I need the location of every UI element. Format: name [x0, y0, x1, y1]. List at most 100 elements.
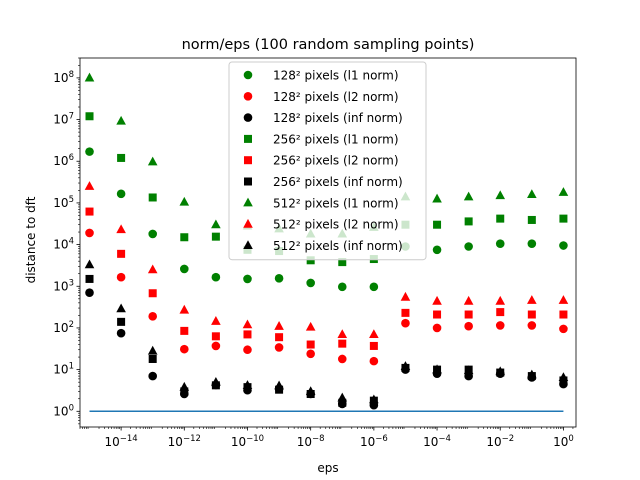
data-point [337, 282, 347, 292]
y-tick-label: 104 [53, 237, 74, 252]
data-point [242, 380, 253, 389]
legend-box [228, 61, 427, 261]
data-point [211, 376, 221, 386]
data-point [306, 349, 315, 359]
data-point [369, 329, 379, 339]
data-point [495, 366, 506, 376]
data-point [180, 233, 189, 242]
x-tick-label: 100 [553, 434, 574, 449]
data-point [243, 345, 252, 355]
data-point [274, 380, 284, 390]
data-point [495, 295, 506, 305]
data-point [338, 398, 347, 407]
x-tick-label: 10−8 [297, 434, 325, 449]
data-point [116, 303, 126, 313]
data-point [369, 356, 379, 366]
data-point [401, 308, 410, 317]
data-point [274, 321, 284, 330]
data-point [242, 319, 253, 329]
data-point [85, 274, 94, 283]
x-tick-label: 10−14 [104, 434, 137, 449]
data-point [432, 323, 442, 333]
legend-marker [243, 240, 253, 249]
legend-marker [243, 113, 253, 122]
legend-label: 128² pixels (inf norm) [273, 111, 403, 125]
data-point [116, 189, 126, 199]
chart-title: norm/eps (100 random sampling points) [182, 37, 475, 53]
data-point [116, 115, 126, 125]
data-point [338, 258, 347, 267]
y-tick-label: 108 [53, 70, 74, 85]
data-point [337, 354, 347, 364]
data-point [179, 264, 189, 274]
axes: 10−14 10−12 10−10 10−8 10−6 10−4 10−2 100 100 101… [53, 57, 577, 449]
data-point [306, 256, 315, 265]
data-point [464, 217, 473, 226]
data-point [85, 207, 94, 216]
legend-label: 256² pixels (l2 norm) [273, 154, 399, 168]
data-point [337, 392, 348, 402]
data-point [84, 181, 95, 190]
data-point [85, 147, 94, 156]
y-tick-label: 106 [53, 153, 74, 168]
data-point [148, 193, 157, 202]
data-point [559, 310, 568, 319]
data-point [84, 72, 95, 82]
data-point [180, 326, 189, 335]
data-point [369, 394, 379, 404]
data-point [117, 153, 126, 162]
data-point [369, 341, 378, 350]
data-point [147, 156, 158, 166]
data-point [559, 214, 568, 223]
y-tick-label: 100 [53, 403, 74, 418]
legend-marker [243, 92, 253, 101]
data-point [116, 328, 126, 338]
data-point [527, 239, 537, 249]
data-point [243, 274, 252, 284]
data-point [559, 241, 568, 250]
legend-label: 512² pixels (l2 norm) [273, 218, 399, 232]
data-point [85, 112, 94, 121]
legend-label: 512² pixels (inf norm) [273, 239, 403, 253]
x-tick-label: 10−12 [168, 434, 201, 449]
legend-marker [243, 70, 253, 80]
data-point [559, 324, 568, 334]
data-point [116, 224, 126, 234]
data-point [116, 272, 126, 282]
data-point [211, 232, 220, 241]
data-point [275, 385, 284, 394]
data-point [527, 321, 537, 330]
data-point [211, 316, 221, 325]
legend-marker [244, 177, 252, 186]
legend-label: 512² pixels (l1 norm) [273, 196, 399, 210]
data-point [558, 295, 569, 304]
y-tick-label: 107 [53, 112, 74, 127]
legend-label: 128² pixels (l1 norm) [273, 69, 399, 83]
data-point [305, 386, 316, 396]
legend: 128² pixels (l1 norm) 128² pixels (l2 nor… [228, 61, 427, 261]
legend-label: 256² pixels (inf norm) [273, 175, 403, 189]
data-point [464, 310, 473, 319]
data-point [179, 304, 190, 314]
data-point [148, 371, 157, 381]
legend-label: 256² pixels (l1 norm) [273, 132, 399, 146]
data-point [527, 189, 537, 199]
data-point [495, 190, 506, 200]
data-point [117, 249, 126, 258]
y-tick-label: 105 [53, 195, 74, 210]
data-point [85, 228, 94, 238]
data-point [432, 364, 442, 374]
data-point [211, 341, 221, 351]
data-point [84, 259, 95, 269]
data-point [211, 332, 220, 341]
data-point [243, 330, 252, 339]
data-point [147, 264, 158, 274]
y-tick-label: 101 [53, 362, 74, 377]
axes-frame [79, 57, 577, 428]
data-point [432, 295, 442, 305]
data-point [464, 242, 473, 251]
data-point [463, 365, 474, 375]
x-tick-label: 10−6 [360, 434, 388, 449]
data-point [179, 381, 190, 391]
legend-marker [243, 218, 253, 228]
